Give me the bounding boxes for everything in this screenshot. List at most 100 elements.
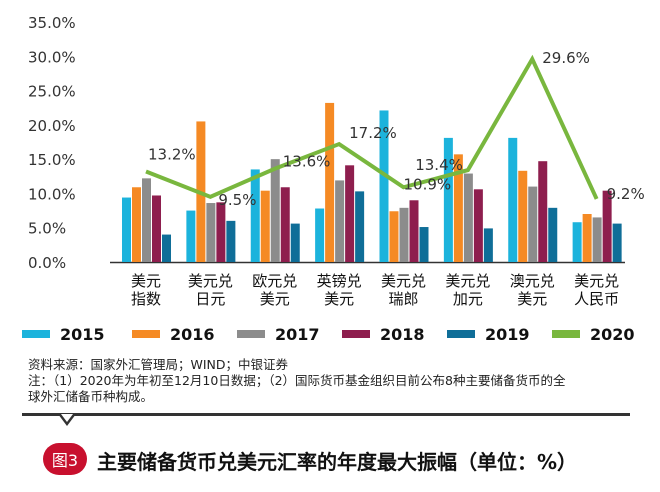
bar-2018-3 bbox=[345, 165, 355, 262]
source-note: 资料来源：国家外汇管理局；WIND；中银证券 bbox=[28, 357, 289, 372]
category-label: 美元 bbox=[517, 290, 547, 308]
category-label: 人民币 bbox=[574, 290, 619, 308]
data-label-2020-5: 13.4% bbox=[415, 156, 463, 174]
bar-2015-5 bbox=[443, 137, 453, 262]
data-label-2020-3: 17.2% bbox=[349, 124, 397, 142]
legend: 2015 2016 2017 2018 2019 2020 bbox=[22, 322, 642, 346]
bar-2017-1 bbox=[206, 203, 216, 262]
category-label: 美元兑 bbox=[188, 272, 233, 290]
bar-2019-1 bbox=[226, 220, 236, 262]
legend-label: 2017 bbox=[275, 324, 320, 344]
data-label-2020-4: 10.9% bbox=[404, 175, 452, 193]
bar-2015-6 bbox=[508, 137, 518, 262]
legend-swatch bbox=[132, 330, 160, 338]
bar-2016-0 bbox=[132, 187, 141, 262]
data-label-2020-7: 9.2% bbox=[607, 185, 645, 203]
bar-2015-2 bbox=[250, 169, 260, 262]
category-label: 美元 bbox=[131, 272, 161, 290]
category-label: 加元 bbox=[453, 290, 483, 308]
bar-2019-6 bbox=[548, 207, 558, 262]
bar-2018-5 bbox=[473, 189, 483, 262]
y-tick-label: 10.0% bbox=[28, 185, 76, 203]
bar-2019-3 bbox=[355, 191, 365, 262]
bar-2018-0 bbox=[152, 195, 161, 262]
legend-swatch bbox=[447, 330, 475, 338]
legend-label: 2015 bbox=[60, 324, 105, 344]
note-line-1: 注：（1）2020年为年初至12月10日数据；（2）国际货币基金组织目前公布8种… bbox=[28, 373, 566, 388]
data-label-2020-1: 9.5% bbox=[218, 191, 256, 209]
bar-2016-7 bbox=[582, 214, 592, 262]
bar-2019-4 bbox=[419, 227, 429, 262]
bar-2018-7 bbox=[602, 190, 612, 262]
chart: 0.0% 5.0% 10.0% 15.0% 20.0% 25.0% 30.0% 35.0% 美元… bbox=[28, 14, 645, 308]
bar-2019-5 bbox=[483, 228, 493, 262]
y-tick-label: 15.0% bbox=[28, 151, 76, 169]
category-label: 美元兑 bbox=[445, 272, 490, 290]
line-2020 bbox=[145, 54, 599, 200]
legend-swatch bbox=[342, 330, 370, 338]
legend-label: 2018 bbox=[380, 324, 425, 344]
category-label: 英镑兑 bbox=[317, 272, 362, 290]
legend-item-2017: 2017 bbox=[237, 322, 320, 346]
legend-label: 2019 bbox=[485, 324, 530, 344]
bar-2019-0 bbox=[162, 234, 171, 262]
category-label: 美元兑 bbox=[381, 272, 426, 290]
figure-title: 主要储备货币兑美元汇率的年度最大振幅（单位：%） bbox=[97, 450, 578, 474]
note-line-2: 球外汇储备币种构成。 bbox=[28, 389, 154, 404]
bar-2015-3 bbox=[315, 208, 325, 262]
divider-notch-inner bbox=[61, 414, 73, 422]
category-label: 美元兑 bbox=[574, 272, 619, 290]
bar-2016-6 bbox=[518, 170, 528, 262]
legend-swatch bbox=[552, 330, 580, 338]
y-tick-label: 5.0% bbox=[28, 220, 66, 238]
category-label: 美元 bbox=[324, 290, 354, 308]
bar-2015-0 bbox=[122, 197, 131, 262]
category-label: 澳元兑 bbox=[510, 272, 555, 290]
bar-2015-4 bbox=[379, 110, 389, 262]
category-label: 欧元兑 bbox=[252, 272, 297, 290]
notes: 资料来源：国家外汇管理局；WIND；中银证券 注：（1）2020年为年初至12月… bbox=[28, 357, 638, 405]
data-label-2020-0: 13.2% bbox=[148, 145, 196, 163]
bar-2017-7 bbox=[592, 217, 602, 262]
category-label: 瑞郎 bbox=[388, 290, 418, 308]
bar-2017-5 bbox=[463, 173, 473, 262]
bar-2017-6 bbox=[528, 186, 538, 262]
y-tick-label: 20.0% bbox=[28, 117, 76, 135]
y-tick-label: 25.0% bbox=[28, 83, 76, 101]
figure-badge: 图3 bbox=[43, 443, 87, 475]
data-label-2020-6: 29.6% bbox=[542, 49, 590, 67]
bar-2016-5 bbox=[453, 154, 463, 262]
legend-item-2015: 2015 bbox=[22, 322, 105, 346]
y-tick-label: 35.0% bbox=[28, 14, 76, 32]
bar-2016-2 bbox=[260, 190, 270, 262]
bar-2016-4 bbox=[389, 211, 399, 262]
category-label: 美元 bbox=[260, 290, 290, 308]
bar-2015-7 bbox=[572, 222, 582, 262]
bar-2018-2 bbox=[280, 187, 290, 262]
bar-2017-3 bbox=[335, 180, 345, 262]
legend-item-2019: 2019 bbox=[447, 322, 530, 346]
legend-swatch bbox=[22, 330, 50, 338]
legend-item-2016: 2016 bbox=[132, 322, 215, 346]
legend-item-2020: 2020 bbox=[552, 322, 635, 346]
bar-2016-3 bbox=[325, 102, 335, 263]
bar-2015-1 bbox=[186, 210, 196, 262]
bar-2018-4 bbox=[409, 200, 419, 262]
legend-item-2018: 2018 bbox=[342, 322, 425, 346]
bar-2017-4 bbox=[399, 207, 409, 262]
legend-swatch bbox=[237, 330, 265, 338]
y-tick-label: 30.0% bbox=[28, 48, 76, 66]
bar-2017-2 bbox=[270, 159, 280, 262]
bar-2019-7 bbox=[612, 223, 622, 262]
bar-2017-0 bbox=[142, 178, 151, 262]
divider-rule bbox=[22, 413, 630, 416]
legend-label: 2016 bbox=[170, 324, 215, 344]
data-label-2020-2: 13.6% bbox=[283, 153, 331, 171]
legend-label: 2020 bbox=[590, 324, 635, 344]
category-label: 指数 bbox=[131, 290, 161, 308]
bar-2018-6 bbox=[538, 161, 548, 262]
bar-2018-1 bbox=[216, 202, 226, 262]
bar-2019-2 bbox=[290, 223, 300, 262]
category-label: 日元 bbox=[195, 290, 225, 308]
y-tick-label: 0.0% bbox=[28, 254, 66, 272]
